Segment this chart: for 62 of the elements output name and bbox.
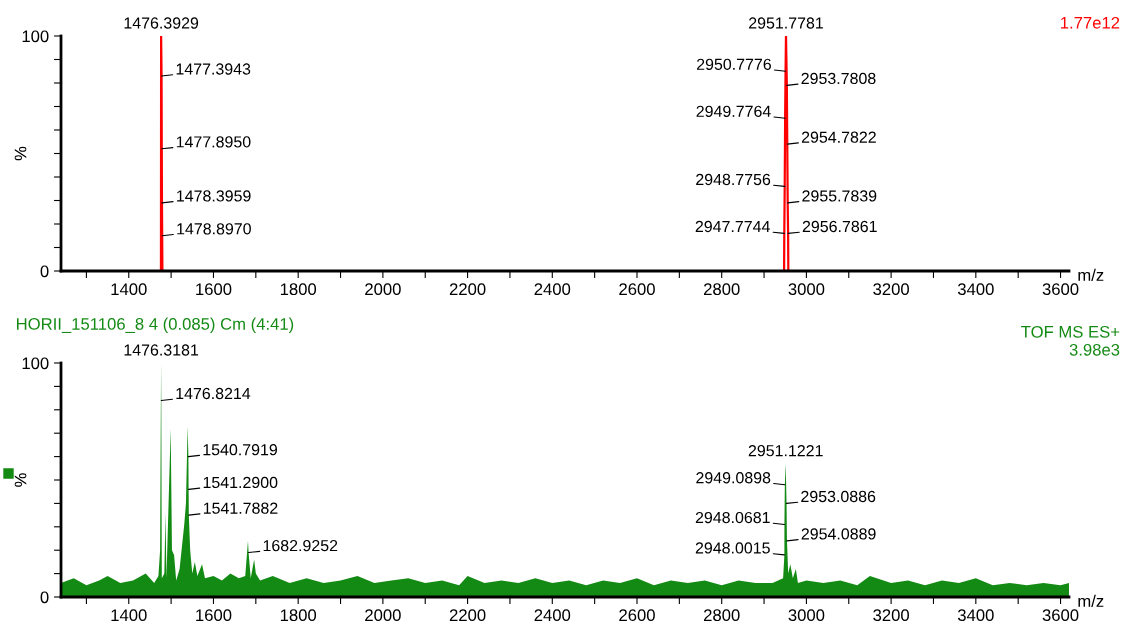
x-tick-label: 2200 xyxy=(449,283,486,296)
annotation: 2948.0015 xyxy=(695,542,770,554)
annotation: 1541.2900 xyxy=(203,476,278,489)
x-tick-label: 3600 xyxy=(1042,283,1079,296)
x-tick-label: 2600 xyxy=(619,283,655,296)
y-tick-label: 0 xyxy=(40,591,49,604)
annotation: 2951.1221 xyxy=(748,444,823,457)
x-tick-label: 3200 xyxy=(873,283,910,296)
annotation: 1682.9252 xyxy=(263,539,338,552)
annotation: 1477.8950 xyxy=(176,136,251,148)
x-tick-label: 2400 xyxy=(534,283,571,296)
annotation: 2955.7839 xyxy=(802,190,877,202)
x-tick-label: 1800 xyxy=(280,609,317,622)
x-tick-label: 3000 xyxy=(788,283,825,296)
annotation: 2949.0898 xyxy=(696,472,771,484)
annotation: 1478.3959 xyxy=(177,190,251,202)
annotation: 2953.0886 xyxy=(801,490,876,503)
annotation: 1478.8970 xyxy=(177,223,251,235)
annotation: 2949.7764 xyxy=(696,105,771,117)
annotation: 2954.0889 xyxy=(801,528,876,540)
x-tick-label: 2600 xyxy=(619,609,655,622)
x-tick-label: 1400 xyxy=(111,283,147,296)
x-tick-label: 1400 xyxy=(111,609,147,622)
text: TOF MS ES+ xyxy=(1021,325,1120,338)
annotation: 1540.7919 xyxy=(203,444,278,456)
x-tick-label: 3400 xyxy=(957,283,994,296)
text: 3.98e3 xyxy=(1069,343,1120,356)
annotation: 2951.7781 xyxy=(749,17,823,29)
annotation: 2948.7756 xyxy=(696,173,771,186)
x-tick-label: 2000 xyxy=(365,283,401,296)
annotation: 2956.7861 xyxy=(802,220,877,233)
x-tick-label: 2800 xyxy=(704,283,740,296)
x-tick-label: 3200 xyxy=(873,609,910,622)
y-tick-label: 0 xyxy=(40,265,49,278)
y-tick-label: 100 xyxy=(22,30,49,43)
annotation: 1476.3929 xyxy=(124,17,199,29)
annotation: 1477.3943 xyxy=(176,63,251,75)
annotation: 2953.7808 xyxy=(801,72,876,85)
x-tick-label: 2400 xyxy=(534,609,571,622)
x-tick-label: 3000 xyxy=(788,609,825,622)
annotation: 1476.3181 xyxy=(124,344,199,356)
annotation: 1476.8214 xyxy=(176,387,251,400)
x-axis-title: m/z xyxy=(1078,268,1104,282)
y-tick-label: 100 xyxy=(22,357,49,370)
annotation: 2948.0681 xyxy=(695,511,770,524)
x-tick-label: 1600 xyxy=(196,609,232,622)
annotation: 2947.7744 xyxy=(695,220,770,233)
y-axis-title: % xyxy=(14,146,27,161)
x-axis-title: m/z xyxy=(1078,594,1104,608)
x-tick-label: 3600 xyxy=(1042,609,1079,622)
x-tick-label: 3400 xyxy=(957,609,994,622)
x-tick-label: 2000 xyxy=(365,609,401,622)
chart-title: HORII_151106_8 4 (0.085) Cm (4:41) xyxy=(17,317,294,334)
annotation: 1541.7882 xyxy=(203,502,278,514)
y-axis-title: % xyxy=(14,473,27,487)
annotation: 2954.7822 xyxy=(801,131,876,143)
x-tick-label: 2800 xyxy=(704,609,740,622)
text: 1.77e12 xyxy=(1061,16,1120,29)
x-tick-label: 1800 xyxy=(280,283,317,296)
x-tick-label: 2200 xyxy=(449,609,486,622)
x-tick-label: 1600 xyxy=(196,283,232,296)
annotation: 2950.7776 xyxy=(696,58,771,70)
